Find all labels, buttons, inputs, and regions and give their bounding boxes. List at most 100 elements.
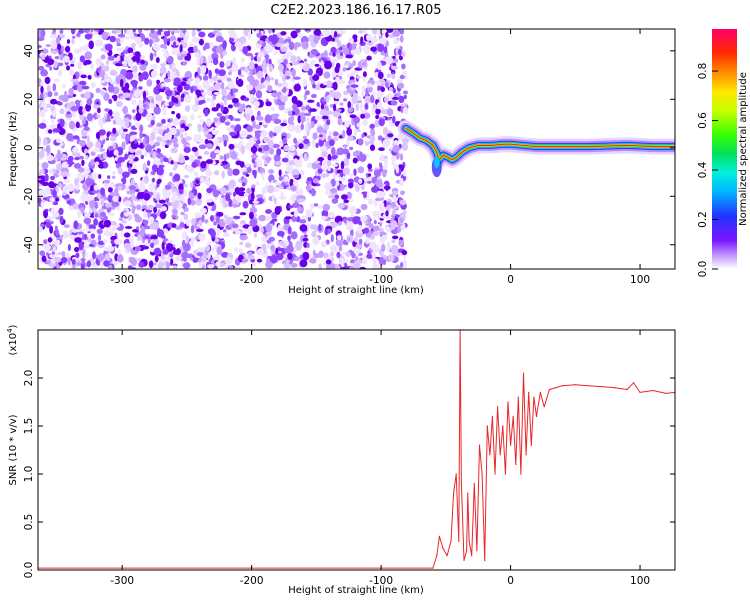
- snr-point: [522, 372, 525, 374]
- noise-blob: [341, 194, 348, 200]
- snr-point: [458, 540, 460, 542]
- snr-point: [473, 483, 475, 485]
- noise-blob: [217, 79, 222, 84]
- noise-blob: [273, 126, 282, 134]
- noise-blob: [226, 77, 232, 82]
- noise-blob: [57, 101, 63, 106]
- snr-point: [520, 473, 522, 475]
- noise-blob: [216, 246, 223, 256]
- noise-blob: [267, 85, 273, 93]
- noise-blob: [222, 50, 228, 56]
- noise-blob: [70, 60, 74, 65]
- noise-blob: [41, 255, 47, 263]
- noise-blob: [343, 217, 347, 223]
- noise-blob: [227, 104, 233, 109]
- noise-blob: [151, 114, 156, 121]
- noise-blob: [83, 61, 87, 66]
- noise-blob: [247, 255, 255, 260]
- noise-blob: [402, 137, 409, 144]
- noise-blob: [73, 220, 79, 230]
- noise-blob: [48, 181, 55, 189]
- noise-blob: [41, 48, 49, 54]
- noise-blob: [76, 61, 83, 70]
- noise-blob: [199, 207, 207, 214]
- noise-blob: [166, 242, 174, 252]
- noise-blob: [125, 71, 134, 80]
- noise-blob: [321, 150, 328, 158]
- noise-blob: [76, 32, 81, 37]
- noise-blob: [80, 258, 86, 262]
- noise-blob: [164, 184, 172, 190]
- noise-blob: [288, 205, 294, 209]
- noise-blob: [194, 212, 202, 218]
- snr-point: [512, 415, 514, 417]
- noise-blob: [180, 39, 185, 46]
- noise-blob: [280, 81, 289, 88]
- noise-blob: [172, 167, 177, 171]
- noise-blob: [48, 263, 57, 267]
- noise-blob: [107, 175, 111, 180]
- noise-blob: [135, 150, 142, 156]
- noise-blob: [363, 176, 369, 182]
- noise-blob: [247, 225, 253, 235]
- noise-blob: [138, 29, 143, 35]
- snr-x-tick-label: -200: [240, 575, 264, 587]
- noise-blob: [355, 103, 360, 111]
- noise-blob: [157, 209, 161, 215]
- noise-blob: [224, 121, 230, 126]
- noise-blob: [164, 29, 169, 32]
- noise-blob: [389, 251, 393, 256]
- noise-blob: [344, 241, 349, 246]
- noise-blob: [251, 202, 255, 212]
- noise-blob: [245, 52, 253, 57]
- noise-blob: [342, 259, 350, 263]
- colorbar-tick-label: 0.4: [697, 161, 709, 178]
- noise-blob: [71, 152, 79, 157]
- noise-blob: [203, 150, 210, 156]
- noise-blob: [53, 201, 59, 206]
- noise-blob: [196, 252, 204, 257]
- noise-blob: [353, 37, 358, 42]
- noise-blob: [343, 98, 348, 102]
- noise-blob: [232, 88, 239, 93]
- noise-blob: [320, 145, 328, 153]
- snr-point: [510, 444, 512, 446]
- noise-blob: [137, 234, 142, 242]
- noise-blob: [348, 182, 354, 189]
- noise-blob: [222, 229, 227, 233]
- noise-blob: [306, 242, 310, 248]
- noise-blob: [249, 94, 255, 102]
- noise-blob: [357, 138, 364, 146]
- noise-blob: [367, 250, 371, 255]
- noise-blob: [303, 112, 312, 117]
- noise-blob: [49, 66, 53, 71]
- noise-blob: [212, 189, 220, 198]
- snr-x-tick-label: 100: [630, 575, 650, 587]
- noise-blob: [371, 176, 377, 184]
- noise-blob: [68, 234, 77, 240]
- noise-blob: [205, 245, 211, 252]
- snr-point: [484, 559, 486, 562]
- noise-blob: [131, 207, 135, 215]
- noise-blob: [376, 90, 384, 98]
- noise-blob: [323, 50, 328, 59]
- noise-blob: [392, 145, 400, 153]
- noise-blob: [363, 191, 367, 198]
- noise-blob: [59, 34, 66, 39]
- noise-blob: [318, 223, 322, 232]
- noise-blob: [290, 263, 298, 268]
- noise-blob: [246, 187, 252, 195]
- noise-blob: [296, 56, 301, 60]
- noise-blob: [285, 75, 291, 80]
- noise-blob: [267, 29, 272, 34]
- noise-blob: [143, 192, 151, 201]
- noise-blob: [108, 84, 115, 93]
- noise-blob: [149, 101, 157, 110]
- noise-blob: [160, 206, 167, 212]
- snr-y-tick-label: 0.5: [23, 514, 35, 531]
- noise-blob: [134, 139, 138, 145]
- noise-blob: [334, 66, 340, 74]
- noise-blob: [340, 52, 343, 57]
- noise-blob: [298, 219, 307, 224]
- noise-blob: [98, 234, 102, 242]
